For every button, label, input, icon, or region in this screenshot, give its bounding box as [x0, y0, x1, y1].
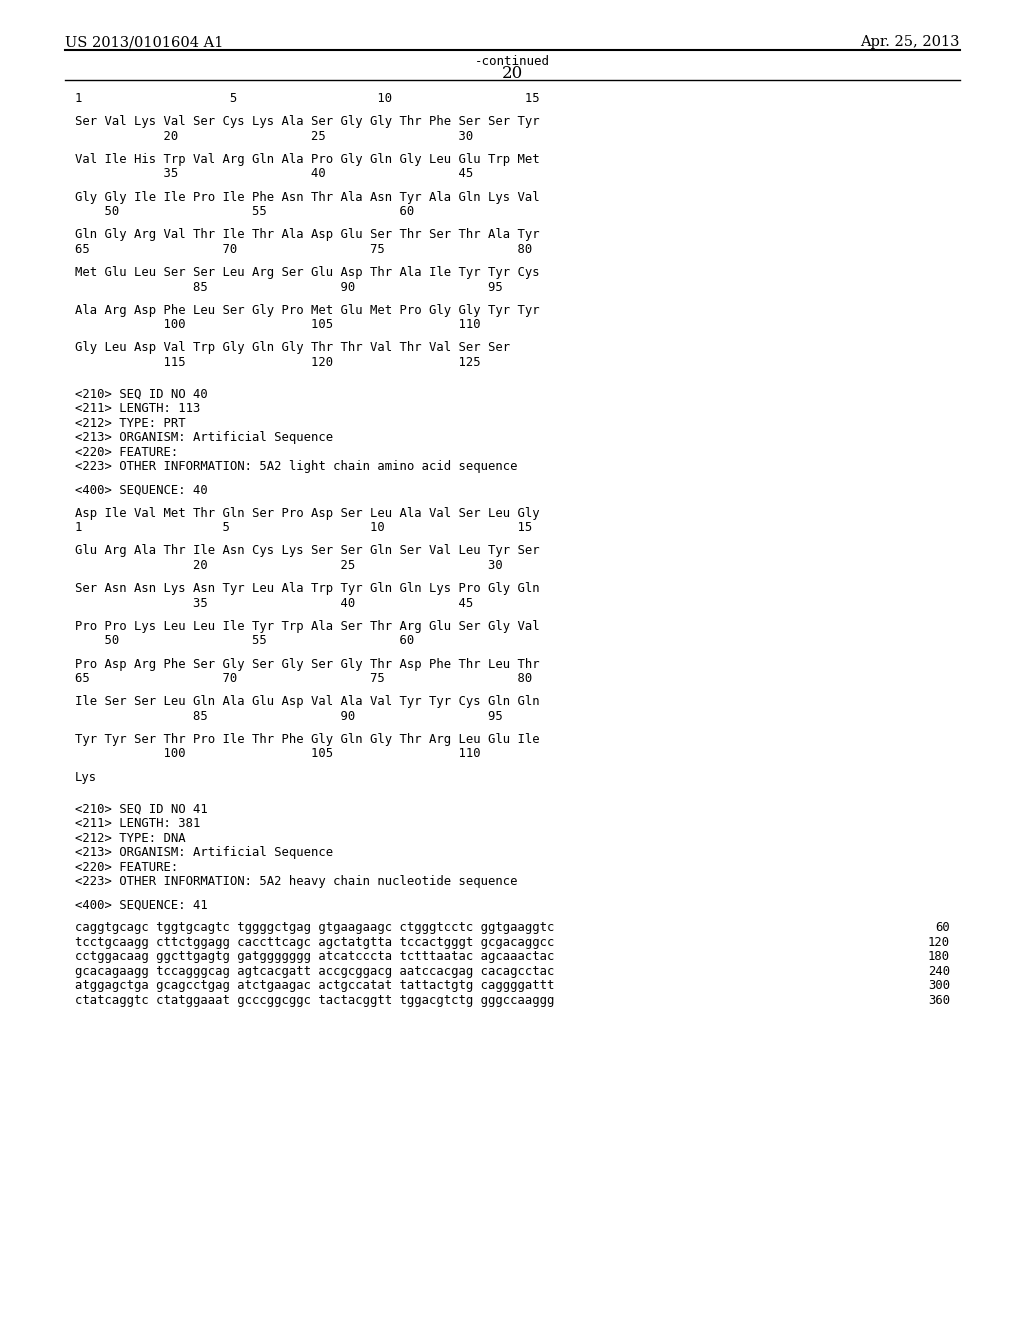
Text: -continued: -continued	[474, 55, 550, 69]
Text: Gly Leu Asp Val Trp Gly Gln Gly Thr Thr Val Thr Val Ser Ser: Gly Leu Asp Val Trp Gly Gln Gly Thr Thr …	[75, 342, 510, 354]
Text: Pro Pro Lys Leu Leu Ile Tyr Trp Ala Ser Thr Arg Glu Ser Gly Val: Pro Pro Lys Leu Leu Ile Tyr Trp Ala Ser …	[75, 620, 540, 632]
Text: 65                  70                  75                  80: 65 70 75 80	[75, 243, 532, 256]
Text: Glu Arg Ala Thr Ile Asn Cys Lys Ser Ser Gln Ser Val Leu Tyr Ser: Glu Arg Ala Thr Ile Asn Cys Lys Ser Ser …	[75, 544, 540, 557]
Text: Ala Arg Asp Phe Leu Ser Gly Pro Met Glu Met Pro Gly Gly Tyr Tyr: Ala Arg Asp Phe Leu Ser Gly Pro Met Glu …	[75, 304, 540, 317]
Text: Ile Ser Ser Leu Gln Ala Glu Asp Val Ala Val Tyr Tyr Cys Gln Gln: Ile Ser Ser Leu Gln Ala Glu Asp Val Ala …	[75, 696, 540, 709]
Text: <223> OTHER INFORMATION: 5A2 light chain amino acid sequence: <223> OTHER INFORMATION: 5A2 light chain…	[75, 461, 517, 474]
Text: Gly Gly Ile Ile Pro Ile Phe Asn Thr Ala Asn Tyr Ala Gln Lys Val: Gly Gly Ile Ile Pro Ile Phe Asn Thr Ala …	[75, 190, 540, 203]
Text: <211> LENGTH: 113: <211> LENGTH: 113	[75, 403, 201, 416]
Text: 50                  55                  60: 50 55 60	[75, 205, 415, 218]
Text: Asp Ile Val Met Thr Gln Ser Pro Asp Ser Leu Ala Val Ser Leu Gly: Asp Ile Val Met Thr Gln Ser Pro Asp Ser …	[75, 507, 540, 520]
Text: <212> TYPE: DNA: <212> TYPE: DNA	[75, 832, 185, 845]
Text: 85                  90                  95: 85 90 95	[75, 281, 503, 293]
Text: 50                  55                  60: 50 55 60	[75, 635, 415, 647]
Text: 180: 180	[928, 950, 950, 964]
Text: 100                 105                 110: 100 105 110	[75, 747, 480, 760]
Text: 120: 120	[928, 936, 950, 949]
Text: <213> ORGANISM: Artificial Sequence: <213> ORGANISM: Artificial Sequence	[75, 846, 333, 859]
Text: 1                    5                   10                  15: 1 5 10 15	[75, 92, 540, 106]
Text: 60: 60	[935, 921, 950, 935]
Text: <211> LENGTH: 381: <211> LENGTH: 381	[75, 817, 201, 830]
Text: ctatcaggtc ctatggaaat gcccggcggc tactacggtt tggacgtctg gggccaaggg: ctatcaggtc ctatggaaat gcccggcggc tactacg…	[75, 994, 554, 1007]
Text: <220> FEATURE:: <220> FEATURE:	[75, 861, 178, 874]
Text: Val Ile His Trp Val Arg Gln Ala Pro Gly Gln Gly Leu Glu Trp Met: Val Ile His Trp Val Arg Gln Ala Pro Gly …	[75, 153, 540, 166]
Text: US 2013/0101604 A1: US 2013/0101604 A1	[65, 36, 223, 49]
Text: gcacagaagg tccagggcag agtcacgatt accgcggacg aatccacgag cacagcctac: gcacagaagg tccagggcag agtcacgatt accgcgg…	[75, 965, 554, 978]
Text: Lys: Lys	[75, 771, 97, 784]
Text: 360: 360	[928, 994, 950, 1007]
Text: 20: 20	[502, 65, 522, 82]
Text: 300: 300	[928, 979, 950, 993]
Text: <213> ORGANISM: Artificial Sequence: <213> ORGANISM: Artificial Sequence	[75, 432, 333, 445]
Text: 240: 240	[928, 965, 950, 978]
Text: Apr. 25, 2013: Apr. 25, 2013	[860, 36, 961, 49]
Text: 20                  25                  30: 20 25 30	[75, 558, 503, 572]
Text: cctggacaag ggcttgagtg gatggggggg atcatcccta tctttaatac agcaaactac: cctggacaag ggcttgagtg gatggggggg atcatcc…	[75, 950, 554, 964]
Text: Pro Asp Arg Phe Ser Gly Ser Gly Ser Gly Thr Asp Phe Thr Leu Thr: Pro Asp Arg Phe Ser Gly Ser Gly Ser Gly …	[75, 657, 540, 671]
Text: 65                  70                  75                  80: 65 70 75 80	[75, 672, 532, 685]
Text: <223> OTHER INFORMATION: 5A2 heavy chain nucleotide sequence: <223> OTHER INFORMATION: 5A2 heavy chain…	[75, 875, 517, 888]
Text: <400> SEQUENCE: 40: <400> SEQUENCE: 40	[75, 483, 208, 496]
Text: 20                  25                  30: 20 25 30	[75, 129, 473, 143]
Text: Tyr Tyr Ser Thr Pro Ile Thr Phe Gly Gln Gly Thr Arg Leu Glu Ile: Tyr Tyr Ser Thr Pro Ile Thr Phe Gly Gln …	[75, 733, 540, 746]
Text: <212> TYPE: PRT: <212> TYPE: PRT	[75, 417, 185, 430]
Text: Ser Val Lys Val Ser Cys Lys Ala Ser Gly Gly Thr Phe Ser Ser Tyr: Ser Val Lys Val Ser Cys Lys Ala Ser Gly …	[75, 115, 540, 128]
Text: 115                 120                 125: 115 120 125	[75, 356, 480, 368]
Text: atggagctga gcagcctgag atctgaagac actgccatat tattactgtg caggggattt: atggagctga gcagcctgag atctgaagac actgcca…	[75, 979, 554, 993]
Text: tcctgcaagg cttctggagg caccttcagc agctatgtta tccactgggt gcgacaggcc: tcctgcaagg cttctggagg caccttcagc agctatg…	[75, 936, 554, 949]
Text: <210> SEQ ID NO 41: <210> SEQ ID NO 41	[75, 803, 208, 816]
Text: <220> FEATURE:: <220> FEATURE:	[75, 446, 178, 459]
Text: Gln Gly Arg Val Thr Ile Thr Ala Asp Glu Ser Thr Ser Thr Ala Tyr: Gln Gly Arg Val Thr Ile Thr Ala Asp Glu …	[75, 228, 540, 242]
Text: 100                 105                 110: 100 105 110	[75, 318, 480, 331]
Text: 85                  90                  95: 85 90 95	[75, 710, 503, 723]
Text: <400> SEQUENCE: 41: <400> SEQUENCE: 41	[75, 898, 208, 911]
Text: Met Glu Leu Ser Ser Leu Arg Ser Glu Asp Thr Ala Ile Tyr Tyr Cys: Met Glu Leu Ser Ser Leu Arg Ser Glu Asp …	[75, 267, 540, 279]
Text: 35                  40                  45: 35 40 45	[75, 168, 473, 181]
Text: Ser Asn Asn Lys Asn Tyr Leu Ala Trp Tyr Gln Gln Lys Pro Gly Gln: Ser Asn Asn Lys Asn Tyr Leu Ala Trp Tyr …	[75, 582, 540, 595]
Text: 35                  40              45: 35 40 45	[75, 597, 473, 610]
Text: caggtgcagc tggtgcagtc tggggctgag gtgaagaagc ctgggtcctc ggtgaaggtc: caggtgcagc tggtgcagtc tggggctgag gtgaaga…	[75, 921, 554, 935]
Text: 1                   5                   10                  15: 1 5 10 15	[75, 521, 532, 535]
Text: <210> SEQ ID NO 40: <210> SEQ ID NO 40	[75, 388, 208, 401]
